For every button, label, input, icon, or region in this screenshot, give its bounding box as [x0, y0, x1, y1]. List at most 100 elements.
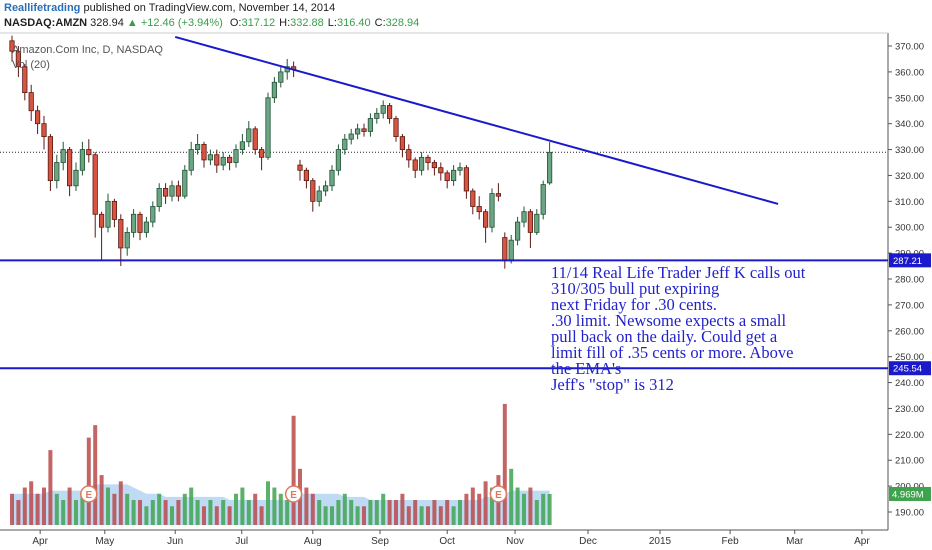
ohlc-label: O: — [229, 17, 242, 29]
candle-body — [9, 40, 15, 52]
volume-bar — [208, 500, 213, 525]
y-tick-label: 320.00 — [895, 171, 924, 182]
y-tick-label: 350.00 — [895, 93, 924, 104]
volume-bar — [86, 437, 91, 525]
candle-body — [239, 141, 245, 150]
candle-body — [220, 156, 226, 166]
candle-body — [175, 185, 181, 197]
volume-bar — [125, 493, 130, 525]
x-tick-label: Feb — [721, 536, 739, 547]
candle-body — [329, 169, 335, 187]
candle-body — [547, 151, 553, 184]
volume-bar — [170, 506, 174, 525]
candle-body — [297, 164, 303, 171]
candle-body — [399, 136, 406, 150]
candle-body — [15, 50, 22, 68]
volume-bar — [42, 487, 46, 525]
volume-bar — [163, 500, 168, 525]
hline-label: 287.21 — [893, 256, 922, 267]
price-axis-bg — [888, 33, 932, 530]
last-price: 328.94 — [90, 17, 124, 29]
volume-bar — [176, 500, 181, 525]
x-tick-label: Jul — [235, 536, 248, 547]
volume-bar — [221, 500, 226, 525]
volume-bar — [195, 500, 200, 525]
x-tick-label: Jun — [167, 536, 183, 547]
volume-bar — [138, 500, 142, 525]
candle-body — [527, 211, 534, 233]
author[interactable]: Reallifetrading — [4, 2, 81, 14]
y-tick-label: 250.00 — [895, 352, 924, 363]
volume-bar — [515, 487, 520, 525]
volume-bar — [394, 500, 398, 525]
volume-bar — [464, 493, 469, 525]
annotation-line: limit fill of .35 cents or more. Above — [551, 343, 793, 362]
volume-bar — [272, 487, 277, 525]
x-tick-label: May — [95, 536, 114, 547]
ohlc-value: 317.12 — [241, 17, 276, 29]
x-tick-label: Apr — [854, 536, 870, 547]
volume-bar — [400, 493, 405, 525]
y-tick-label: 230.00 — [895, 404, 924, 415]
volume-bar — [458, 500, 462, 525]
volume-bar — [470, 487, 475, 525]
candle-body — [431, 162, 438, 169]
volume-bar — [22, 487, 27, 525]
candle-body — [182, 169, 188, 197]
arrow: ▲ — [126, 17, 138, 29]
symbol-line: NASDAQ:AMZN 328.94 ▲ +12.46 (+3.94%) O:3… — [4, 17, 419, 29]
volume-bar — [150, 500, 155, 525]
annotation-line: next Friday for .30 cents. — [551, 295, 717, 314]
ohlc-value: 332.88 — [290, 17, 324, 29]
volume-bar — [118, 481, 123, 525]
volume-bar — [93, 425, 98, 525]
volume-bar — [387, 500, 392, 525]
candle-body — [412, 159, 418, 171]
event-marker — [489, 485, 508, 503]
volume-bar — [483, 481, 488, 525]
volume-bar — [259, 506, 264, 525]
ohlc-value: 328.94 — [385, 17, 420, 29]
candle-body — [316, 190, 322, 202]
ohlc-label: H: — [279, 17, 291, 29]
candle-body — [489, 193, 495, 228]
volume-bar — [528, 487, 533, 525]
volume-label-bg — [889, 486, 931, 501]
volume-bar — [349, 500, 354, 525]
volume-bar — [445, 500, 450, 525]
volume-bar — [291, 415, 296, 525]
candle-body — [322, 185, 329, 192]
event-label: E — [290, 490, 297, 501]
hline-label: 245.54 — [893, 364, 922, 375]
event-marker — [284, 485, 303, 503]
candle-body — [342, 138, 348, 150]
candle-body — [386, 105, 393, 119]
volume-bar — [74, 500, 78, 525]
volume-bar — [330, 506, 334, 525]
volume-bar — [323, 506, 328, 525]
volume-bar — [374, 500, 379, 525]
candle-body — [150, 206, 156, 223]
candle-body — [143, 221, 149, 233]
volume-bar — [368, 500, 373, 525]
annotation-line: pull back on the daily. Could get a — [551, 327, 778, 346]
volume-bar — [240, 487, 245, 525]
candle-body — [214, 154, 220, 166]
y-tick-label: 330.00 — [895, 145, 924, 156]
candle-body — [28, 92, 34, 112]
volume-bar — [477, 493, 482, 525]
candle-body — [444, 172, 450, 182]
volume-bar — [106, 487, 110, 525]
candle-body — [354, 128, 361, 135]
volume-bar — [246, 500, 251, 525]
volume-bar — [509, 468, 514, 525]
candle-body — [137, 213, 143, 233]
volume-bar — [10, 493, 14, 525]
candle-body — [35, 110, 41, 125]
annotation-line: the EMA's — [551, 359, 621, 378]
symbol: NASDAQ:AMZN — [4, 17, 88, 29]
candle-body — [41, 123, 47, 138]
candle-body — [118, 219, 124, 249]
hline-label-bg — [889, 253, 931, 268]
